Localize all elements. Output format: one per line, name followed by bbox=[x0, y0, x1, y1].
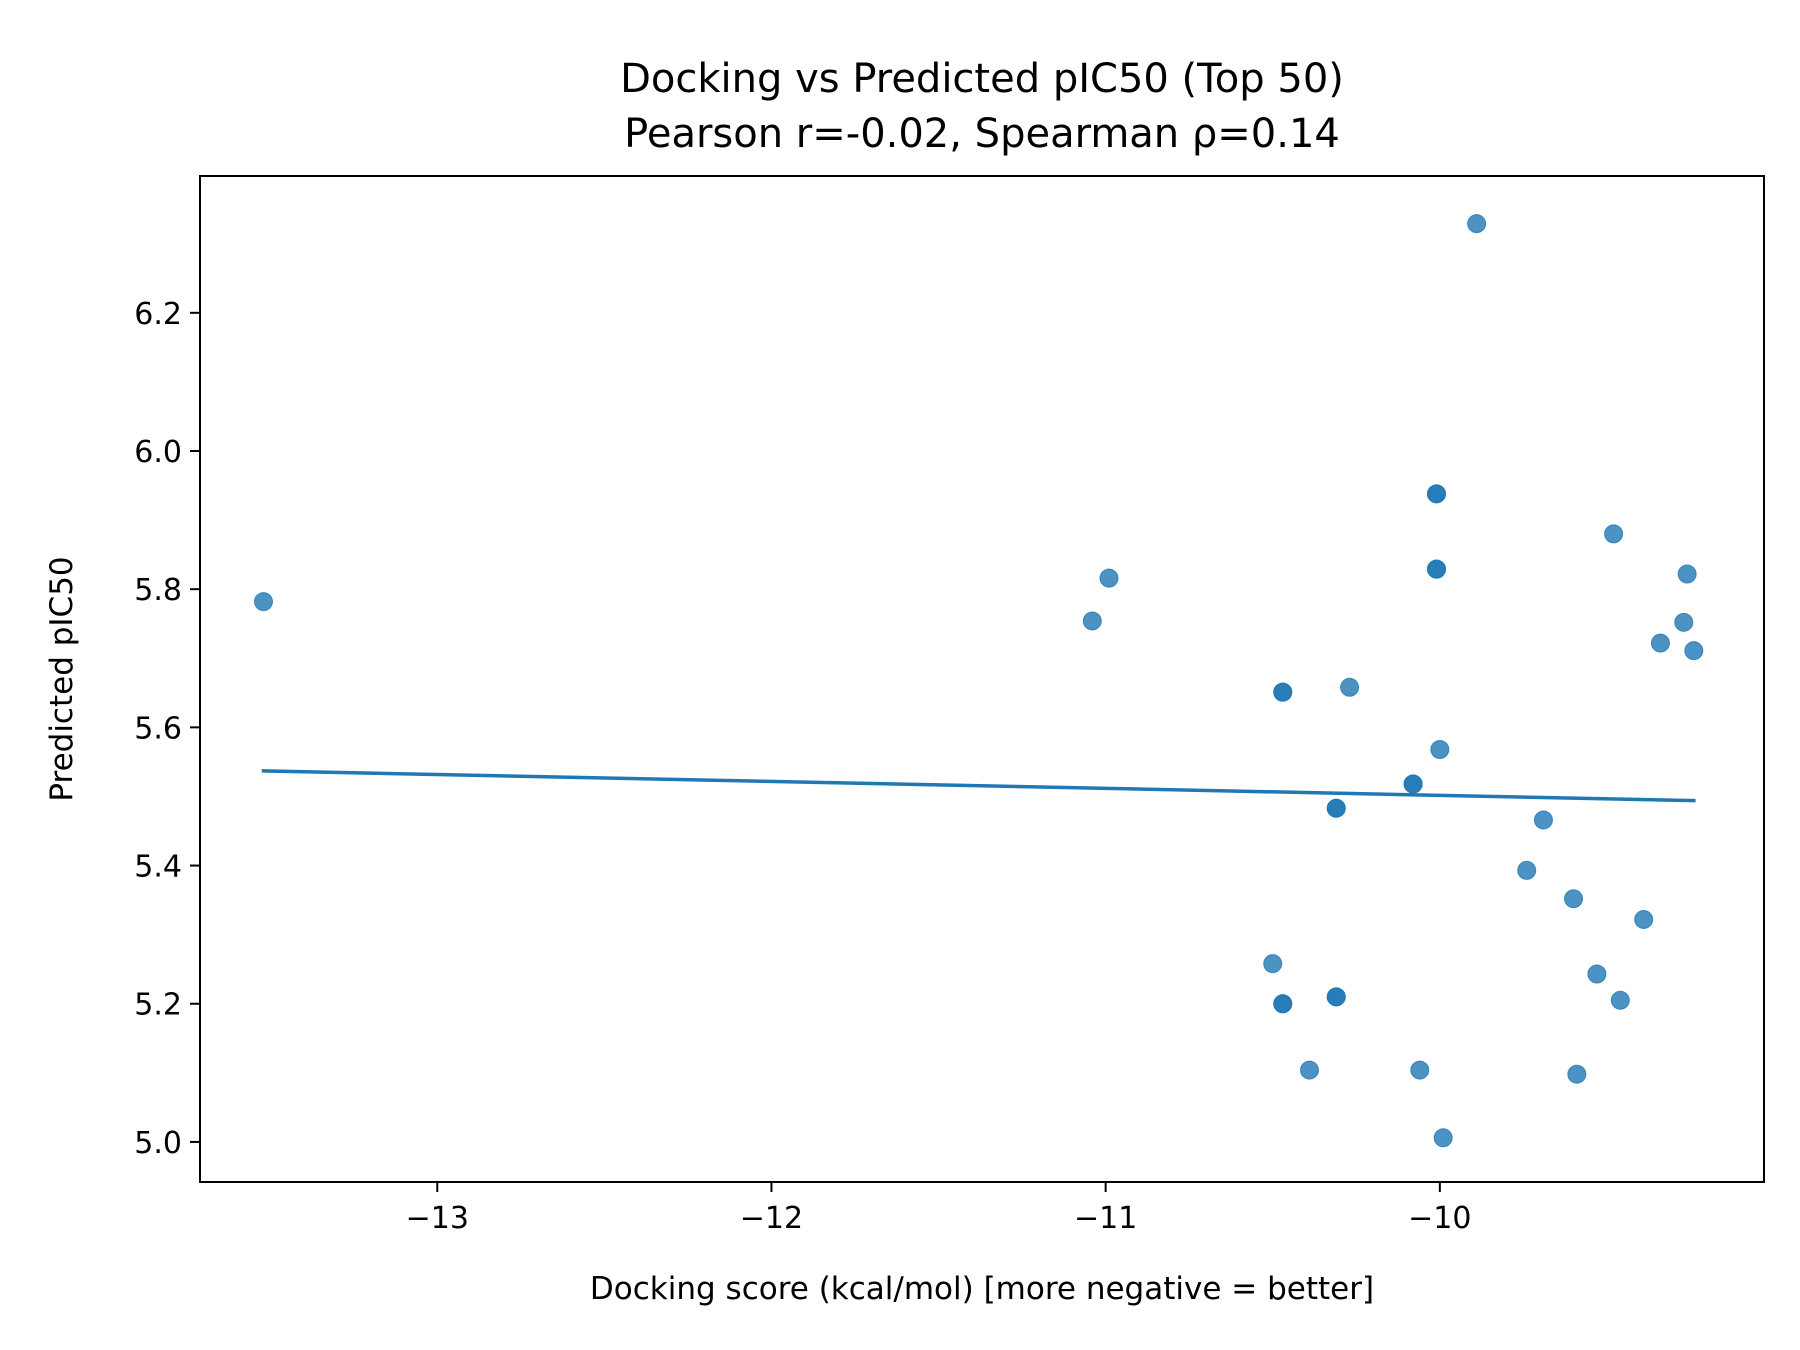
y-tick-label: 5.0 bbox=[134, 1126, 182, 1161]
data-point bbox=[1426, 559, 1446, 579]
x-tick-label: −12 bbox=[740, 1201, 803, 1236]
data-point bbox=[1433, 1128, 1453, 1148]
y-tick-label: 5.4 bbox=[134, 850, 182, 885]
data-points-layer bbox=[253, 214, 1704, 1148]
data-point bbox=[1517, 860, 1537, 880]
data-point bbox=[1099, 568, 1119, 588]
data-point bbox=[1674, 612, 1694, 632]
x-axis-ticks: −13 −12 −11 −10 bbox=[406, 1182, 1471, 1236]
y-tick-label: 6.0 bbox=[134, 435, 182, 470]
data-point bbox=[1273, 994, 1293, 1014]
data-point bbox=[253, 592, 273, 612]
data-point bbox=[1677, 564, 1697, 584]
data-point bbox=[1587, 964, 1607, 984]
x-tick-label: −13 bbox=[406, 1201, 469, 1236]
chart-subtitle: Pearson r=-0.02, Spearman ρ=0.14 bbox=[624, 111, 1340, 157]
chart-title: Docking vs Predicted pIC50 (Top 50) bbox=[620, 56, 1344, 102]
data-point bbox=[1604, 524, 1624, 544]
data-point bbox=[1467, 214, 1487, 234]
x-axis-label: Docking score (kcal/mol) [more negative … bbox=[590, 1271, 1374, 1307]
plot-frame bbox=[199, 175, 1765, 1183]
data-point bbox=[1403, 774, 1423, 794]
data-point bbox=[1300, 1060, 1320, 1080]
data-point bbox=[1533, 810, 1553, 830]
regression-line bbox=[261, 769, 1696, 803]
y-tick-label: 5.2 bbox=[134, 988, 182, 1023]
data-point bbox=[1082, 611, 1102, 631]
data-point bbox=[1273, 682, 1293, 702]
data-point bbox=[1263, 954, 1283, 974]
data-point bbox=[1634, 909, 1654, 929]
x-tick-label: −10 bbox=[1408, 1201, 1471, 1236]
data-point bbox=[1430, 739, 1450, 759]
data-point bbox=[1650, 633, 1670, 653]
data-point bbox=[1326, 798, 1346, 818]
data-point bbox=[1564, 889, 1584, 909]
data-point bbox=[1684, 641, 1704, 661]
data-point bbox=[1410, 1060, 1430, 1080]
y-tick-label: 5.8 bbox=[134, 573, 182, 608]
data-point bbox=[1326, 987, 1346, 1007]
fit-line-layer bbox=[261, 769, 1696, 803]
y-axis-ticks: 5.0 5.2 5.4 5.6 5.8 6.0 6.2 bbox=[134, 297, 200, 1161]
data-point bbox=[1567, 1064, 1587, 1084]
y-axis-label: Predicted pIC50 bbox=[44, 556, 80, 801]
data-point bbox=[1340, 677, 1360, 697]
x-tick-label: −11 bbox=[1074, 1201, 1137, 1236]
data-point bbox=[1610, 990, 1630, 1010]
data-point bbox=[1426, 484, 1446, 504]
y-tick-label: 5.6 bbox=[134, 711, 182, 746]
y-tick-label: 6.2 bbox=[134, 297, 182, 332]
